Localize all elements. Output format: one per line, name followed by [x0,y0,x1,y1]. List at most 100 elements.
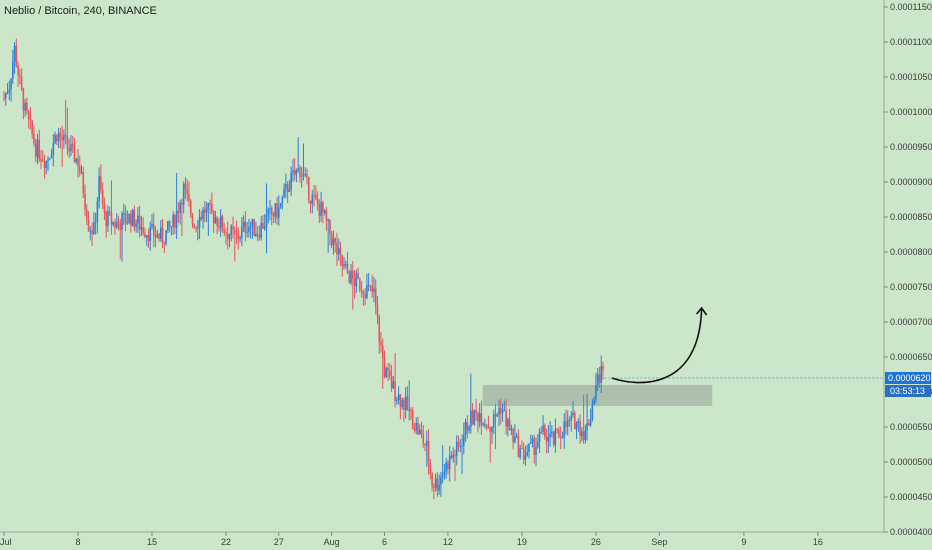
candle-body [438,484,440,491]
candle-body [566,419,569,427]
candle-body [589,419,592,426]
candle-body [443,471,446,476]
candle-body [505,410,507,427]
candle-body [188,194,190,201]
candle-body [232,226,234,230]
x-tick-label: Aug [324,537,340,547]
candle-body [320,202,322,216]
candle-body [431,472,433,487]
candle-body [255,233,257,237]
candle-body [315,194,317,199]
candle-body [385,368,388,378]
candle-body [41,160,44,162]
candle-body [313,194,315,196]
candle-body [38,139,41,160]
candle-body [205,206,208,213]
candle-body [427,440,430,463]
candle-body [70,144,72,152]
candle-body [196,227,199,229]
candle-body [519,448,521,458]
candle-body [43,161,46,169]
candle-body [588,423,590,426]
candle-body [154,236,157,238]
candle-body [447,462,449,470]
candle-body [360,290,363,292]
projection-arrow-curve [611,307,703,384]
y-tick-label: 0.0000750 [890,282,932,292]
candle-body [359,278,361,291]
candle-body [29,118,32,121]
candle-body [54,134,56,144]
candle-body [448,455,451,470]
candle-body [193,224,196,228]
candle-body [138,215,141,230]
candle-body [440,476,442,485]
candle-body [59,133,62,138]
candle-body [12,61,14,79]
candle-body [318,204,321,216]
candle-body [101,189,104,205]
candle-body [366,285,368,298]
candle-body [221,216,224,231]
candle-body [117,221,120,223]
candle-body [212,211,215,224]
candle-body [269,208,271,210]
candle-body [108,211,111,213]
candle-body [216,217,218,226]
candle-body [492,414,495,427]
candle-body [390,376,393,389]
candle-body [159,227,162,239]
candle-body [163,243,166,245]
candle-body [19,75,21,77]
candle-body [344,263,347,265]
candle-body [383,358,386,378]
candle-body [332,238,335,245]
candle-body [498,408,500,416]
candle-body [105,212,107,227]
candle-body [6,92,9,94]
candle-body [237,234,240,239]
candle-body [165,230,167,244]
candle-body [87,220,90,232]
candle-body [581,431,583,437]
candle-body [265,214,268,227]
candle-body [371,285,373,292]
candle-body [556,429,558,431]
candle-body [352,270,354,279]
candle-body [115,221,118,228]
candle-body [40,159,42,161]
candle-body [542,425,544,432]
candle-body [381,345,384,359]
candle-body [461,445,463,447]
candle-body [494,414,497,417]
candle-body [411,409,414,430]
last-price-tag [885,372,931,384]
y-tick-label: 0.0000850 [890,212,932,222]
candle-body [47,159,49,162]
candle-body [573,412,576,430]
candle-body [441,475,444,477]
candle-body [96,201,99,222]
candle-body [593,399,595,405]
candle-body [526,451,529,456]
candle-body [322,202,324,213]
candle-body [73,144,76,163]
candle-body [485,424,488,428]
candle-body [258,235,261,238]
y-tick-label: 0.0001100 [890,37,932,47]
candle-body [535,447,537,455]
x-tick-label: Jul [0,537,12,547]
candle-body [455,441,458,456]
candle-body [491,426,493,432]
candle-body [531,438,534,442]
candle-body [434,478,437,488]
candle-body [260,222,263,238]
candle-body [533,438,536,455]
candle-body [396,400,398,402]
candle-body [501,410,504,414]
candle-body [175,210,178,228]
candle-body [551,431,553,434]
candle-body [408,409,410,411]
